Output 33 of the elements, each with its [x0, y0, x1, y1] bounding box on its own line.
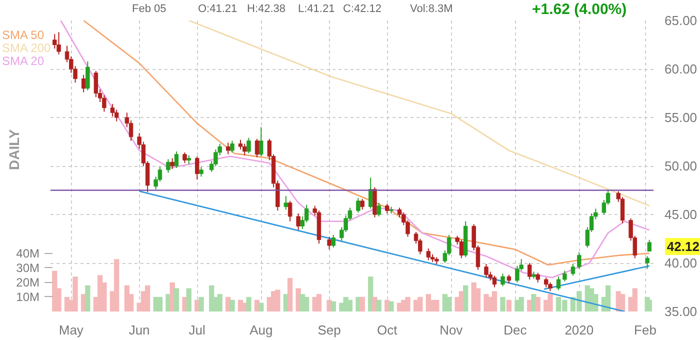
y-tick-label: 55.00	[664, 110, 698, 125]
x-tick-label: Aug	[250, 322, 273, 338]
y-tick-label: 35.00	[664, 304, 698, 319]
text: H:42.38	[247, 3, 286, 15]
x-tick-label: Oct	[376, 322, 398, 338]
x-tick-label: Jul	[188, 322, 206, 338]
text: SMA 20	[2, 54, 44, 68]
y-tick-label: 60.00	[664, 62, 698, 76]
y-tick-label: 45.00	[664, 207, 698, 222]
text: Feb 05	[132, 3, 166, 15]
y-tick-label: 40.00	[664, 256, 698, 270]
y2-tick-label: 30M	[16, 260, 40, 275]
x-tick-label: 2020	[564, 322, 594, 338]
annotation: 42.12	[664, 238, 700, 256]
text: SMA 50	[2, 28, 44, 42]
text: Vol:8.3M	[410, 3, 453, 15]
text: L:41.21	[298, 3, 335, 15]
text: DAILY	[6, 129, 22, 170]
x-tick-label: Sep	[318, 322, 341, 338]
y2-tick-label: 10M	[16, 290, 40, 304]
y-tick-label: 65.00	[664, 13, 698, 28]
text: O:41.21	[198, 3, 238, 15]
x-tick-label: Nov	[440, 322, 464, 338]
y2-tick-label: 40M	[16, 246, 40, 260]
x-tick-label: May	[58, 322, 84, 338]
x-tick-label: Jun	[128, 322, 150, 338]
y2-tick-label: 20M	[16, 275, 40, 290]
x-tick-label: Feb	[634, 322, 656, 338]
text: C:42.12	[343, 3, 382, 15]
x-tick-label: Dec	[504, 322, 528, 338]
text: SMA 200	[2, 41, 51, 55]
y-tick-label: 50.00	[664, 158, 698, 174]
text: +1.62 (4.00%)	[532, 1, 627, 18]
